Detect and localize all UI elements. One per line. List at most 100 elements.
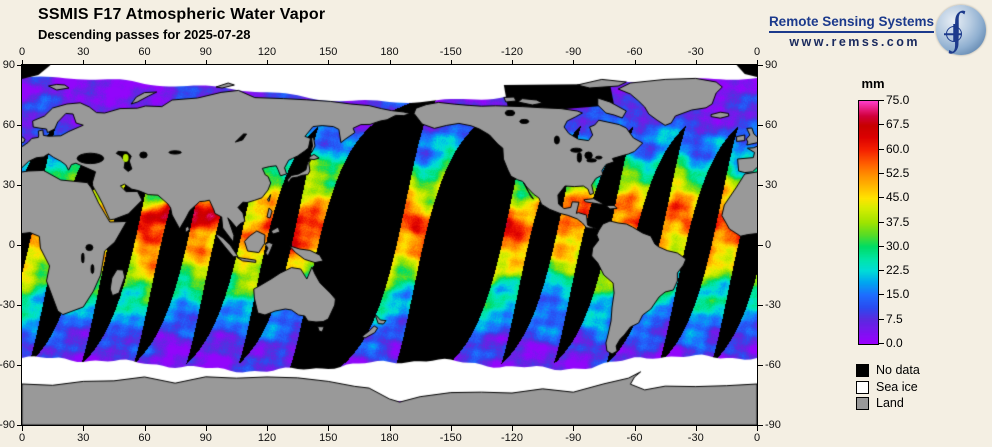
y-tick-label-left: 0	[8, 239, 15, 251]
x-tick-mark	[83, 60, 85, 65]
x-tick-mark	[389, 426, 391, 431]
x-tick-label-bottom: -60	[626, 432, 643, 444]
x-tick-label-bottom: -90	[565, 432, 582, 444]
x-tick-label-bottom: 0	[18, 432, 26, 444]
legend-label: No data	[876, 363, 920, 377]
page-title: SSMIS F17 Atmospheric Water Vapor	[38, 6, 326, 23]
y-tick-label-left: 60	[2, 119, 15, 131]
x-tick-mark	[634, 60, 636, 65]
y-tick-mark	[758, 185, 763, 186]
logo-company-name: Remote Sensing Systems	[768, 14, 934, 33]
x-tick-mark	[328, 60, 330, 65]
legend-swatch	[856, 364, 869, 377]
x-tick-mark	[695, 426, 697, 431]
y-tick-label-left: -60	[0, 359, 15, 371]
x-tick-mark	[144, 426, 146, 431]
x-tick-mark	[267, 60, 268, 65]
y-tick-mark	[758, 65, 763, 66]
map-plot-area	[21, 64, 758, 426]
y-tick-mark	[17, 365, 22, 366]
x-tick-mark	[634, 426, 636, 431]
colorbar-tick-label: 15.0	[886, 287, 910, 302]
x-tick-label-bottom: -120	[500, 432, 524, 444]
x-tick-label-bottom: 150	[319, 432, 338, 444]
crosshair-glyph	[946, 26, 962, 42]
y-tick-mark	[758, 305, 763, 306]
x-tick-mark	[757, 60, 758, 65]
x-tick-label-top: 90	[199, 46, 212, 58]
y-tick-mark	[17, 245, 22, 246]
x-tick-mark	[512, 426, 513, 431]
x-tick-mark	[328, 426, 330, 431]
x-tick-label-bottom: 0	[753, 432, 761, 444]
x-tick-mark	[573, 60, 575, 65]
y-tick-mark	[17, 125, 22, 126]
legend-swatch	[856, 397, 869, 410]
colorbar-tick-mark	[879, 294, 884, 296]
x-tick-mark	[144, 60, 146, 65]
y-tick-label-right: -60	[765, 359, 781, 371]
y-tick-label-left: 30	[2, 179, 15, 191]
legend-label: Sea ice	[876, 379, 918, 394]
colorbar-tick-label: 67.5	[886, 117, 910, 132]
colorbar-tick-mark	[879, 148, 884, 150]
x-tick-label-bottom: -150	[439, 432, 462, 444]
y-tick-label-right: 60	[765, 119, 778, 131]
colorbar-tick-label: 60.0	[886, 141, 910, 156]
x-tick-mark	[205, 60, 207, 65]
x-tick-label-top: 30	[77, 46, 90, 58]
colorbar-tick-label: 0.0	[886, 336, 903, 350]
x-tick-mark	[695, 60, 697, 65]
colorbar-tick-mark	[879, 318, 884, 320]
colorbar-tick-mark	[879, 245, 884, 247]
x-tick-mark	[83, 426, 85, 431]
colorbar-tick-mark	[879, 100, 884, 101]
x-tick-label-bottom: 30	[77, 432, 90, 444]
y-tick-mark	[758, 365, 763, 366]
x-tick-mark	[22, 426, 23, 431]
colorbar-tick-mark	[879, 270, 884, 272]
x-tick-mark	[450, 60, 452, 65]
x-tick-label-bottom: 120	[257, 432, 277, 444]
x-tick-label-top: -120	[500, 46, 524, 58]
y-tick-label-right: 30	[765, 179, 778, 191]
colorbar-tick-label: 75.0	[886, 93, 910, 107]
remss-logo: Remote Sensing Systems www.remss.com ∫	[756, 2, 986, 58]
x-tick-label-top: 0	[18, 46, 26, 58]
colorbar-tick-mark	[879, 172, 884, 174]
colorbar-tick-mark	[879, 197, 884, 199]
page-subtitle: Descending passes for 2025-07-28	[38, 27, 251, 42]
legend-swatch	[856, 380, 869, 394]
y-tick-mark	[758, 425, 763, 426]
globe-logo-icon: ∫	[936, 3, 986, 55]
x-tick-label-top: 120	[257, 46, 277, 58]
colorbar-tick-label: 7.5	[886, 311, 903, 326]
x-tick-mark	[573, 426, 575, 431]
x-tick-mark	[22, 60, 23, 65]
y-tick-mark	[17, 425, 22, 426]
x-tick-label-bottom: 180	[380, 432, 399, 444]
logo-website-link[interactable]: www.remss.com	[789, 35, 920, 49]
x-tick-label-top: -90	[565, 46, 582, 58]
x-tick-mark	[205, 426, 207, 431]
x-tick-mark	[757, 426, 758, 431]
colorbar-tick-mark	[879, 124, 884, 126]
colorbar-units-label: mm	[861, 76, 885, 91]
y-tick-mark	[17, 65, 22, 66]
x-tick-label-top: 60	[138, 46, 151, 58]
x-tick-mark	[512, 60, 513, 65]
world-vapor-map-canvas	[22, 65, 757, 425]
x-tick-mark	[450, 426, 452, 431]
x-tick-label-top: 0	[753, 46, 761, 58]
y-tick-label-left: -90	[0, 419, 15, 431]
y-tick-label-right: -30	[765, 299, 781, 311]
x-tick-label-top: -30	[687, 46, 704, 58]
colorbar	[858, 100, 879, 345]
colorbar-tick-label: 22.5	[886, 263, 910, 278]
colorbar-tick-label: 45.0	[886, 190, 910, 205]
y-tick-mark	[758, 125, 763, 126]
y-tick-mark	[17, 185, 22, 186]
y-tick-label-right: 0	[765, 239, 772, 251]
y-tick-label-left: 90	[2, 59, 15, 71]
